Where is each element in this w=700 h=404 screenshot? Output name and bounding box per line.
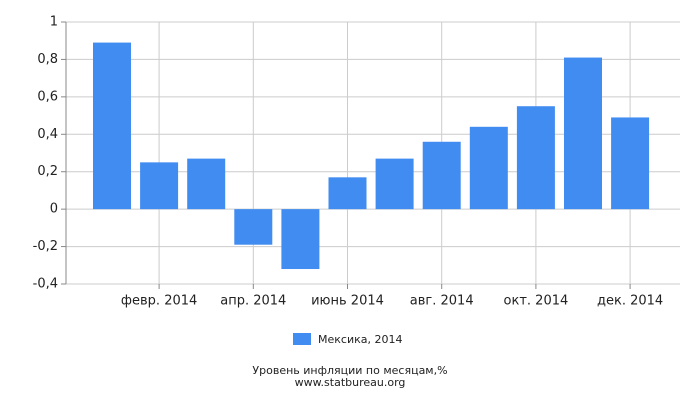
x-tick-label: авг. 2014 — [410, 294, 474, 309]
chart-title: Уровень инфляции по месяцам,% — [252, 364, 447, 377]
y-tick-label: -0,4 — [33, 277, 58, 292]
bar — [469, 126, 508, 210]
bar — [516, 106, 555, 210]
bar — [375, 158, 414, 210]
legend-swatch — [293, 333, 311, 345]
source: www.statbureau.org — [295, 376, 406, 389]
x-tick-label: окт. 2014 — [504, 294, 569, 309]
y-tick-label: 0,6 — [37, 89, 58, 104]
y-tick-label: 1 — [50, 15, 58, 30]
bar — [611, 117, 650, 210]
bar — [422, 141, 461, 210]
y-tick-label: 0 — [50, 202, 58, 217]
bar — [93, 42, 131, 210]
y-tick-label: -0,2 — [33, 239, 58, 254]
y-tick-label: 0,8 — [37, 52, 58, 67]
y-tick-label: 0,2 — [37, 164, 58, 179]
bar — [234, 209, 273, 245]
bar — [187, 158, 226, 210]
x-tick-label: февр. 2014 — [121, 294, 197, 309]
x-tick-label: июнь 2014 — [311, 294, 384, 309]
legend-label: Мексика, 2014 — [318, 333, 402, 346]
bar — [564, 57, 602, 210]
bar — [328, 177, 367, 210]
x-tick-label: апр. 2014 — [220, 294, 286, 309]
bar — [140, 162, 179, 210]
x-tick-label: дек. 2014 — [597, 294, 663, 309]
y-tick-label: 0,4 — [37, 127, 58, 142]
bar — [281, 209, 320, 270]
